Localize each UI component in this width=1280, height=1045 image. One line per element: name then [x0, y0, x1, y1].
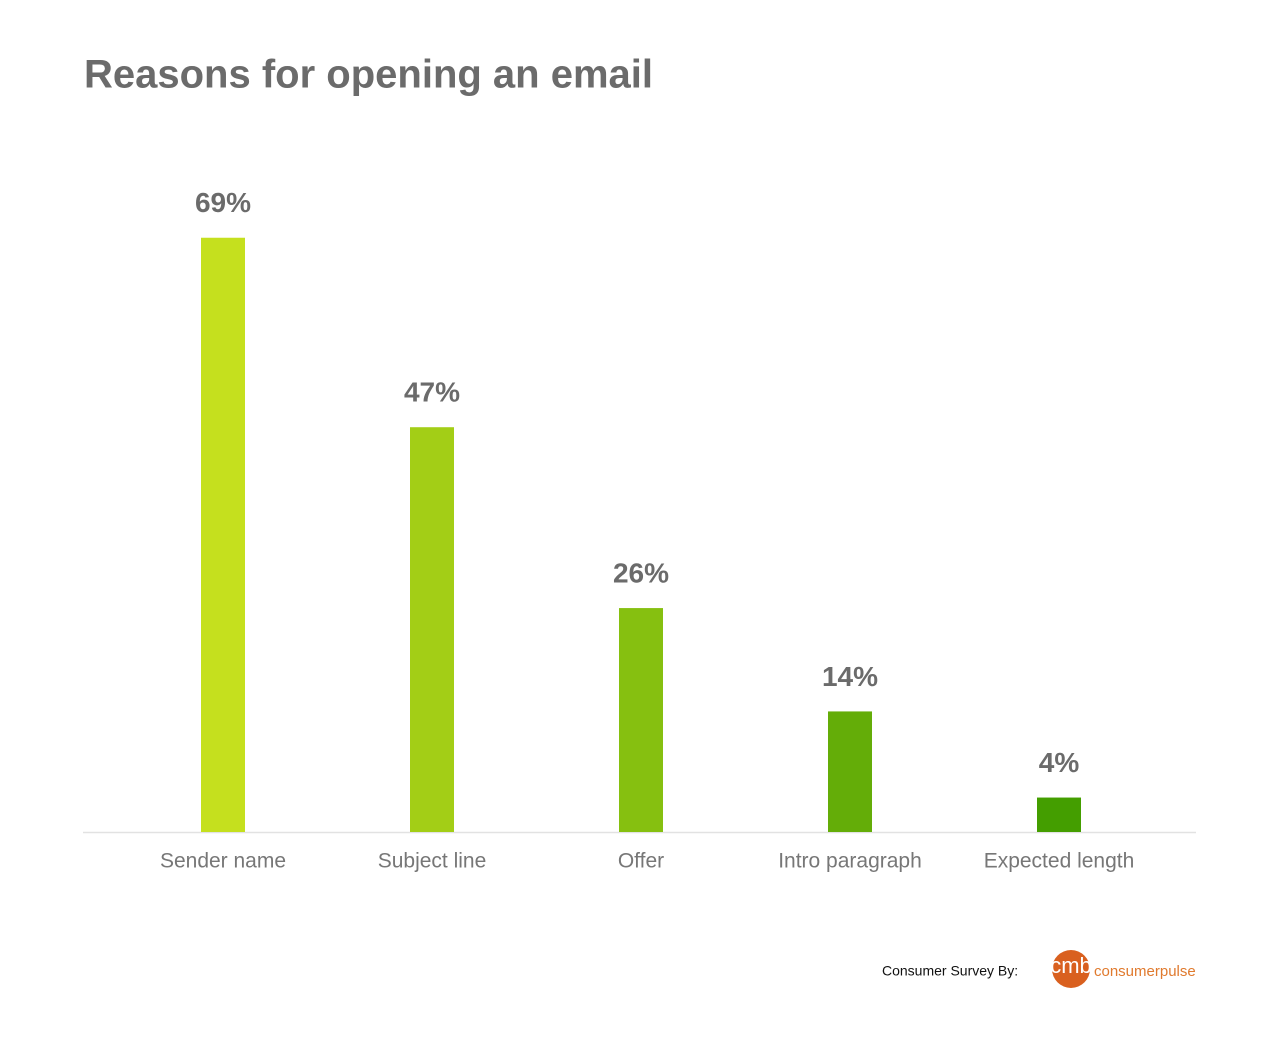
value-label: 26% — [613, 557, 669, 588]
value-label: 69% — [195, 187, 251, 218]
bar — [828, 711, 872, 832]
logo-mark: cmb — [1050, 953, 1092, 978]
bar — [619, 608, 663, 832]
bar — [1037, 797, 1081, 832]
x-tick-label: Expected length — [984, 850, 1135, 873]
bar — [410, 427, 454, 832]
logo-text: consumerpulse — [1094, 963, 1196, 980]
x-tick-label: Subject line — [378, 850, 487, 873]
x-tick-label: Intro paragraph — [778, 850, 922, 873]
value-label: 14% — [822, 661, 878, 692]
value-label: 4% — [1039, 747, 1080, 778]
x-tick-label: Sender name — [160, 850, 286, 873]
bar — [201, 237, 245, 833]
chart-title: Reasons for opening an email — [84, 53, 653, 97]
value-label: 47% — [404, 377, 460, 408]
x-tick-label: Offer — [618, 850, 664, 873]
logo-circle — [1052, 950, 1090, 988]
source-note: Consumer Survey By: — [882, 963, 1018, 979]
